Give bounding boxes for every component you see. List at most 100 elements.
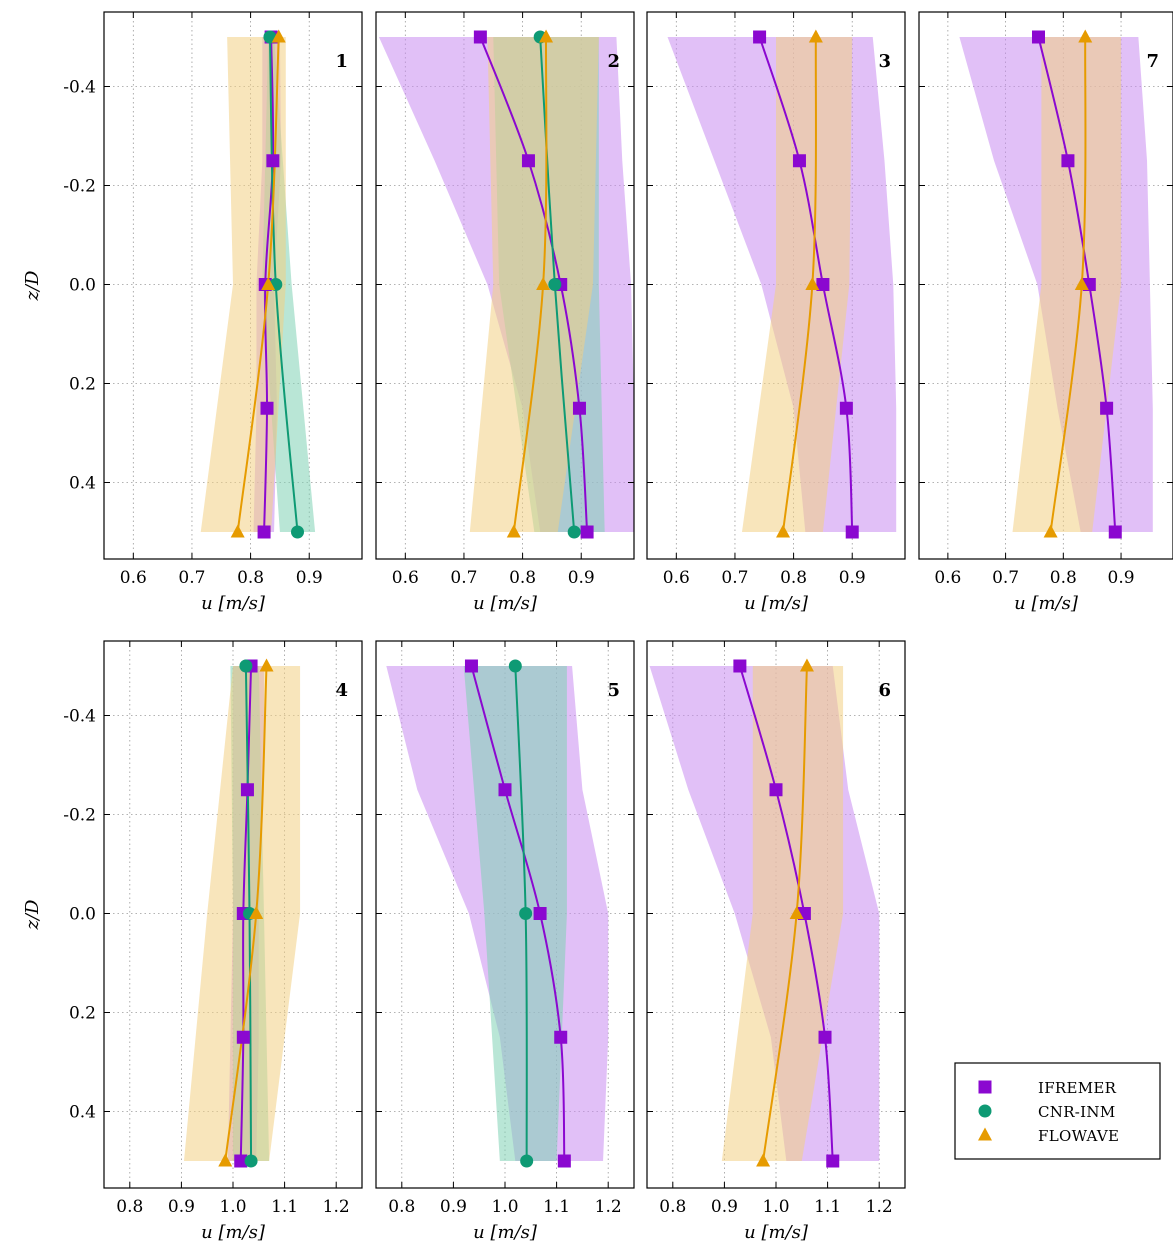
ticks: 0.6 0.7 0.8 0.9 xyxy=(919,12,1173,588)
point-ifremer xyxy=(240,783,254,797)
xtick-label: 0.9 xyxy=(1108,568,1135,588)
xtick-label: 0.8 xyxy=(237,568,264,588)
xtick-label: 1.1 xyxy=(814,1197,841,1217)
xtick-label: 0.6 xyxy=(934,568,961,588)
point-flowave xyxy=(230,524,245,538)
x-axis-label: u [m/s] xyxy=(744,1222,809,1243)
xtick-label: 1.2 xyxy=(323,1197,350,1217)
panels-layer: 0.6 0.7 0.8 0.9 -0.4 -0.2 0.0 0.2 0.4 1 u [m/s] z/D… xyxy=(22,11,1173,1243)
point-flowave xyxy=(1043,524,1058,538)
point-flowave xyxy=(259,658,274,672)
panel-7: 0.6 0.7 0.8 0.9 7 u [m/s] xyxy=(918,11,1173,614)
band-cnr-inm xyxy=(463,666,567,1161)
series-lines xyxy=(473,29,594,539)
point-ifremer xyxy=(521,154,535,168)
x-axis-label: u [m/s] xyxy=(1014,593,1079,614)
point-ifremer xyxy=(236,1030,250,1044)
point-flowave xyxy=(805,277,820,290)
point-flowave xyxy=(1078,29,1093,43)
ticks: 0.8 0.9 1.0 1.1 1.2 -0.4 -0.2 0.0 0.2 0.4 xyxy=(63,641,362,1217)
uncertainty-bands xyxy=(386,666,609,1161)
uncertainty-bands xyxy=(667,37,897,532)
point-ifremer xyxy=(1031,30,1045,44)
xtick-label: 1.1 xyxy=(543,1197,570,1217)
panel-6: 0.8 0.9 1.0 1.1 1.2 6 u [m/s] xyxy=(646,640,906,1243)
band-flowave xyxy=(721,666,844,1161)
xtick-label: 0.8 xyxy=(1050,568,1077,588)
xtick-label: 1.2 xyxy=(595,1197,622,1217)
xtick-label: 0.8 xyxy=(780,568,807,588)
point-cnr-inm xyxy=(519,907,533,920)
ticks: 0.8 0.9 1.0 1.1 1.2 xyxy=(376,641,634,1217)
panel-number: 7 xyxy=(1146,51,1159,72)
panel-number: 6 xyxy=(878,680,891,701)
ytick-label: 0.0 xyxy=(69,905,96,925)
band-flowave xyxy=(741,37,853,532)
xtick-label: 0.8 xyxy=(659,1197,686,1217)
xtick-label: 0.8 xyxy=(509,568,536,588)
point-ifremer xyxy=(816,278,830,291)
panel-frame xyxy=(103,11,363,560)
xtick-label: 0.9 xyxy=(440,1197,467,1217)
legend-frame xyxy=(954,1062,1161,1160)
x-axis-label: u [m/s] xyxy=(473,1222,538,1243)
panel-2: 0.6 0.7 0.8 0.9 2 u [m/s] xyxy=(375,11,635,614)
ytick-label: -0.2 xyxy=(63,806,96,826)
point-flowave xyxy=(536,277,551,290)
point-flowave xyxy=(271,29,286,43)
xtick-label: 0.7 xyxy=(992,568,1019,588)
point-ifremer xyxy=(753,30,767,44)
panel-frame xyxy=(918,11,1173,560)
panel-frame xyxy=(375,11,635,560)
legend: IFREMER CNR-INM FLOWAVE xyxy=(954,1062,1161,1160)
point-flowave xyxy=(756,1153,771,1167)
y-axis-label: z/D xyxy=(22,270,43,302)
ticks: 0.6 0.7 0.8 0.9 xyxy=(376,12,634,588)
band-flowave xyxy=(469,37,599,532)
xtick-label: 0.7 xyxy=(450,568,477,588)
point-flowave xyxy=(799,658,814,672)
ytick-label: -0.4 xyxy=(63,78,96,98)
point-cnr-inm xyxy=(508,659,522,673)
ticks: 0.6 0.7 0.8 0.9 -0.4 -0.2 0.0 0.2 0.4 xyxy=(63,12,362,588)
band-flowave xyxy=(1012,37,1122,532)
panel-frame xyxy=(646,11,906,560)
point-ifremer xyxy=(792,154,806,168)
ytick-label: 0.0 xyxy=(69,276,96,296)
panel-number: 2 xyxy=(607,51,620,72)
ticks: 0.6 0.7 0.8 0.9 xyxy=(647,12,905,588)
point-ifremer xyxy=(260,401,274,415)
panel-4: 0.8 0.9 1.0 1.1 1.2 -0.4 -0.2 0.0 0.2 0.4 4 u [m/s]… xyxy=(22,640,363,1243)
point-ifremer xyxy=(769,783,783,797)
ytick-label: -0.2 xyxy=(63,177,96,197)
point-ifremer xyxy=(733,659,747,673)
point-cnr-inm xyxy=(244,1154,258,1168)
point-ifremer xyxy=(1061,154,1075,168)
series-lines xyxy=(733,658,840,1168)
xtick-label: 0.9 xyxy=(568,568,595,588)
point-ifremer xyxy=(845,525,859,539)
point-ifremer xyxy=(818,1030,832,1044)
legend-entry-cnr-inm: CNR-INM xyxy=(978,1103,1115,1121)
xtick-label: 0.7 xyxy=(178,568,205,588)
point-flowave xyxy=(808,29,823,43)
point-flowave xyxy=(249,906,264,919)
point-flowave xyxy=(776,524,791,538)
xtick-label: 0.9 xyxy=(839,568,866,588)
point-ifremer xyxy=(839,401,853,415)
legend-entry-flowave: FLOWAVE xyxy=(978,1127,1119,1145)
legend-label: IFREMER xyxy=(1038,1079,1117,1097)
xtick-label: 0.6 xyxy=(120,568,147,588)
y-axis-label: z/D xyxy=(22,899,43,931)
point-ifremer xyxy=(234,1154,248,1168)
point-flowave xyxy=(506,524,521,538)
panel-1: 0.6 0.7 0.8 0.9 -0.4 -0.2 0.0 0.2 0.4 1 u [m/s] z/D xyxy=(22,11,363,614)
point-flowave xyxy=(261,277,276,290)
panel-number: 5 xyxy=(607,680,620,701)
point-ifremer xyxy=(580,525,594,539)
x-axis-label: u [m/s] xyxy=(473,593,538,614)
point-ifremer xyxy=(572,401,586,415)
legend-label: CNR-INM xyxy=(1038,1103,1115,1121)
ticks: 0.8 0.9 1.0 1.1 1.2 xyxy=(647,641,905,1217)
